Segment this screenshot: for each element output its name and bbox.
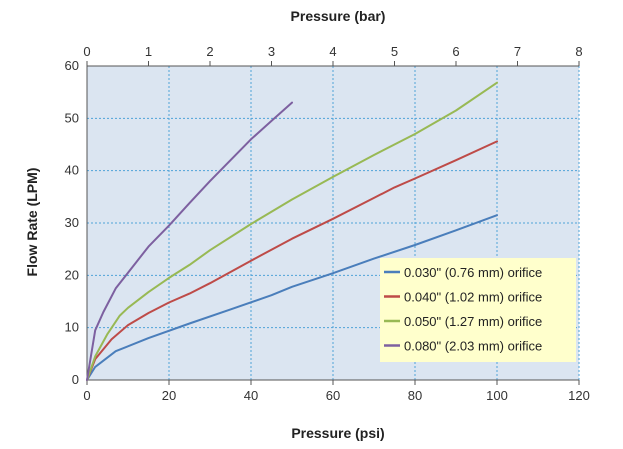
series-line-3 (86, 81, 498, 381)
x-axis-title: Pressure (psi) (291, 425, 384, 441)
y-tick-label: 50 (65, 110, 79, 125)
y-tick-label: 10 (65, 320, 79, 335)
x-tick-label: 100 (486, 388, 508, 403)
series-line-1 (86, 214, 498, 381)
axes: 0 10 20 30 40 50 60 0 20 40 60 80 100 120 0 1 2 3 4 5 6 7 8 (65, 44, 590, 403)
legend: 0.030" (0.76 mm) orifice 0.040" (1.02 mm)… (380, 258, 576, 362)
series-lines (86, 81, 498, 381)
legend-item: 0.050" (1.27 mm) orifice (384, 314, 542, 329)
top-tick-label: 7 (514, 44, 521, 59)
series-line-4 (86, 101, 293, 381)
x-tick-label: 20 (162, 388, 176, 403)
top-tick-label: 8 (575, 44, 582, 59)
x-tick-label: 0 (83, 388, 90, 403)
y-tick-label: 20 (65, 267, 79, 282)
top-tick-label: 1 (145, 44, 152, 59)
legend-label: 0.030" (0.76 mm) orifice (404, 265, 542, 280)
legend-box (380, 258, 576, 362)
grid-lines (87, 65, 580, 380)
top-tick-label: 5 (391, 44, 398, 59)
series-line-2 (86, 140, 498, 381)
y-tick-label: 40 (65, 163, 79, 178)
legend-item: 0.040" (1.02 mm) orifice (384, 290, 542, 305)
top-tick-label: 0 (83, 44, 90, 59)
legend-label: 0.080" (2.03 mm) orifice (404, 339, 542, 354)
legend-item: 0.030" (0.76 mm) orifice (384, 265, 542, 280)
x-tick-label: 120 (568, 388, 590, 403)
legend-label: 0.040" (1.02 mm) orifice (404, 290, 542, 305)
x-tick-label: 60 (326, 388, 340, 403)
y-tick-label: 0 (72, 372, 79, 387)
top-tick-label: 4 (329, 44, 336, 59)
top-tick-label: 2 (206, 44, 213, 59)
top-tick-label: 3 (268, 44, 275, 59)
y-tick-label: 30 (65, 215, 79, 230)
top-tick-label: 6 (452, 44, 459, 59)
top-axis-title: Pressure (bar) (291, 8, 386, 24)
legend-label: 0.050" (1.27 mm) orifice (404, 314, 542, 329)
legend-item: 0.080" (2.03 mm) orifice (384, 339, 542, 354)
x-tick-label: 40 (244, 388, 258, 403)
y-tick-label: 60 (65, 58, 79, 73)
y-axis-title: Flow Rate (LPM) (24, 168, 40, 277)
x-tick-label: 80 (408, 388, 422, 403)
